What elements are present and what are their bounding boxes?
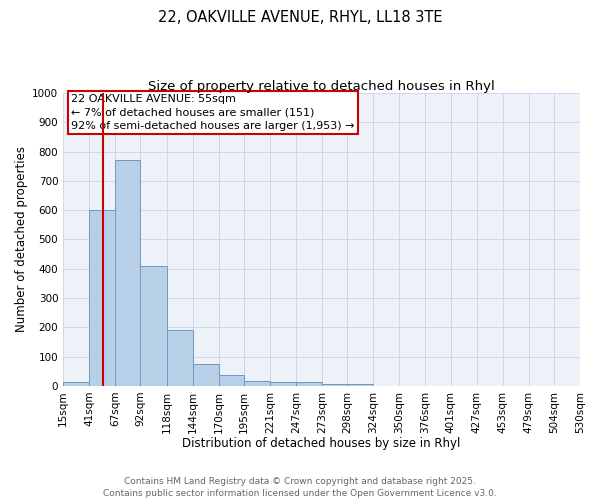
Bar: [347, 384, 373, 386]
Bar: [244, 380, 270, 386]
Text: 22 OAKVILLE AVENUE: 55sqm
← 7% of detached houses are smaller (151)
92% of semi-: 22 OAKVILLE AVENUE: 55sqm ← 7% of detach…: [71, 94, 355, 131]
Bar: [89, 210, 115, 386]
Bar: [219, 375, 244, 386]
Text: 22, OAKVILLE AVENUE, RHYL, LL18 3TE: 22, OAKVILLE AVENUE, RHYL, LL18 3TE: [158, 10, 442, 25]
Bar: [193, 364, 219, 386]
Bar: [63, 382, 89, 386]
Bar: [167, 330, 193, 386]
Bar: [140, 266, 167, 386]
Title: Size of property relative to detached houses in Rhyl: Size of property relative to detached ho…: [148, 80, 495, 93]
Bar: [270, 382, 296, 386]
X-axis label: Distribution of detached houses by size in Rhyl: Distribution of detached houses by size …: [182, 437, 461, 450]
Text: Contains HM Land Registry data © Crown copyright and database right 2025.
Contai: Contains HM Land Registry data © Crown c…: [103, 476, 497, 498]
Bar: [296, 382, 322, 386]
Y-axis label: Number of detached properties: Number of detached properties: [15, 146, 28, 332]
Bar: [322, 384, 347, 386]
Bar: [115, 160, 140, 386]
